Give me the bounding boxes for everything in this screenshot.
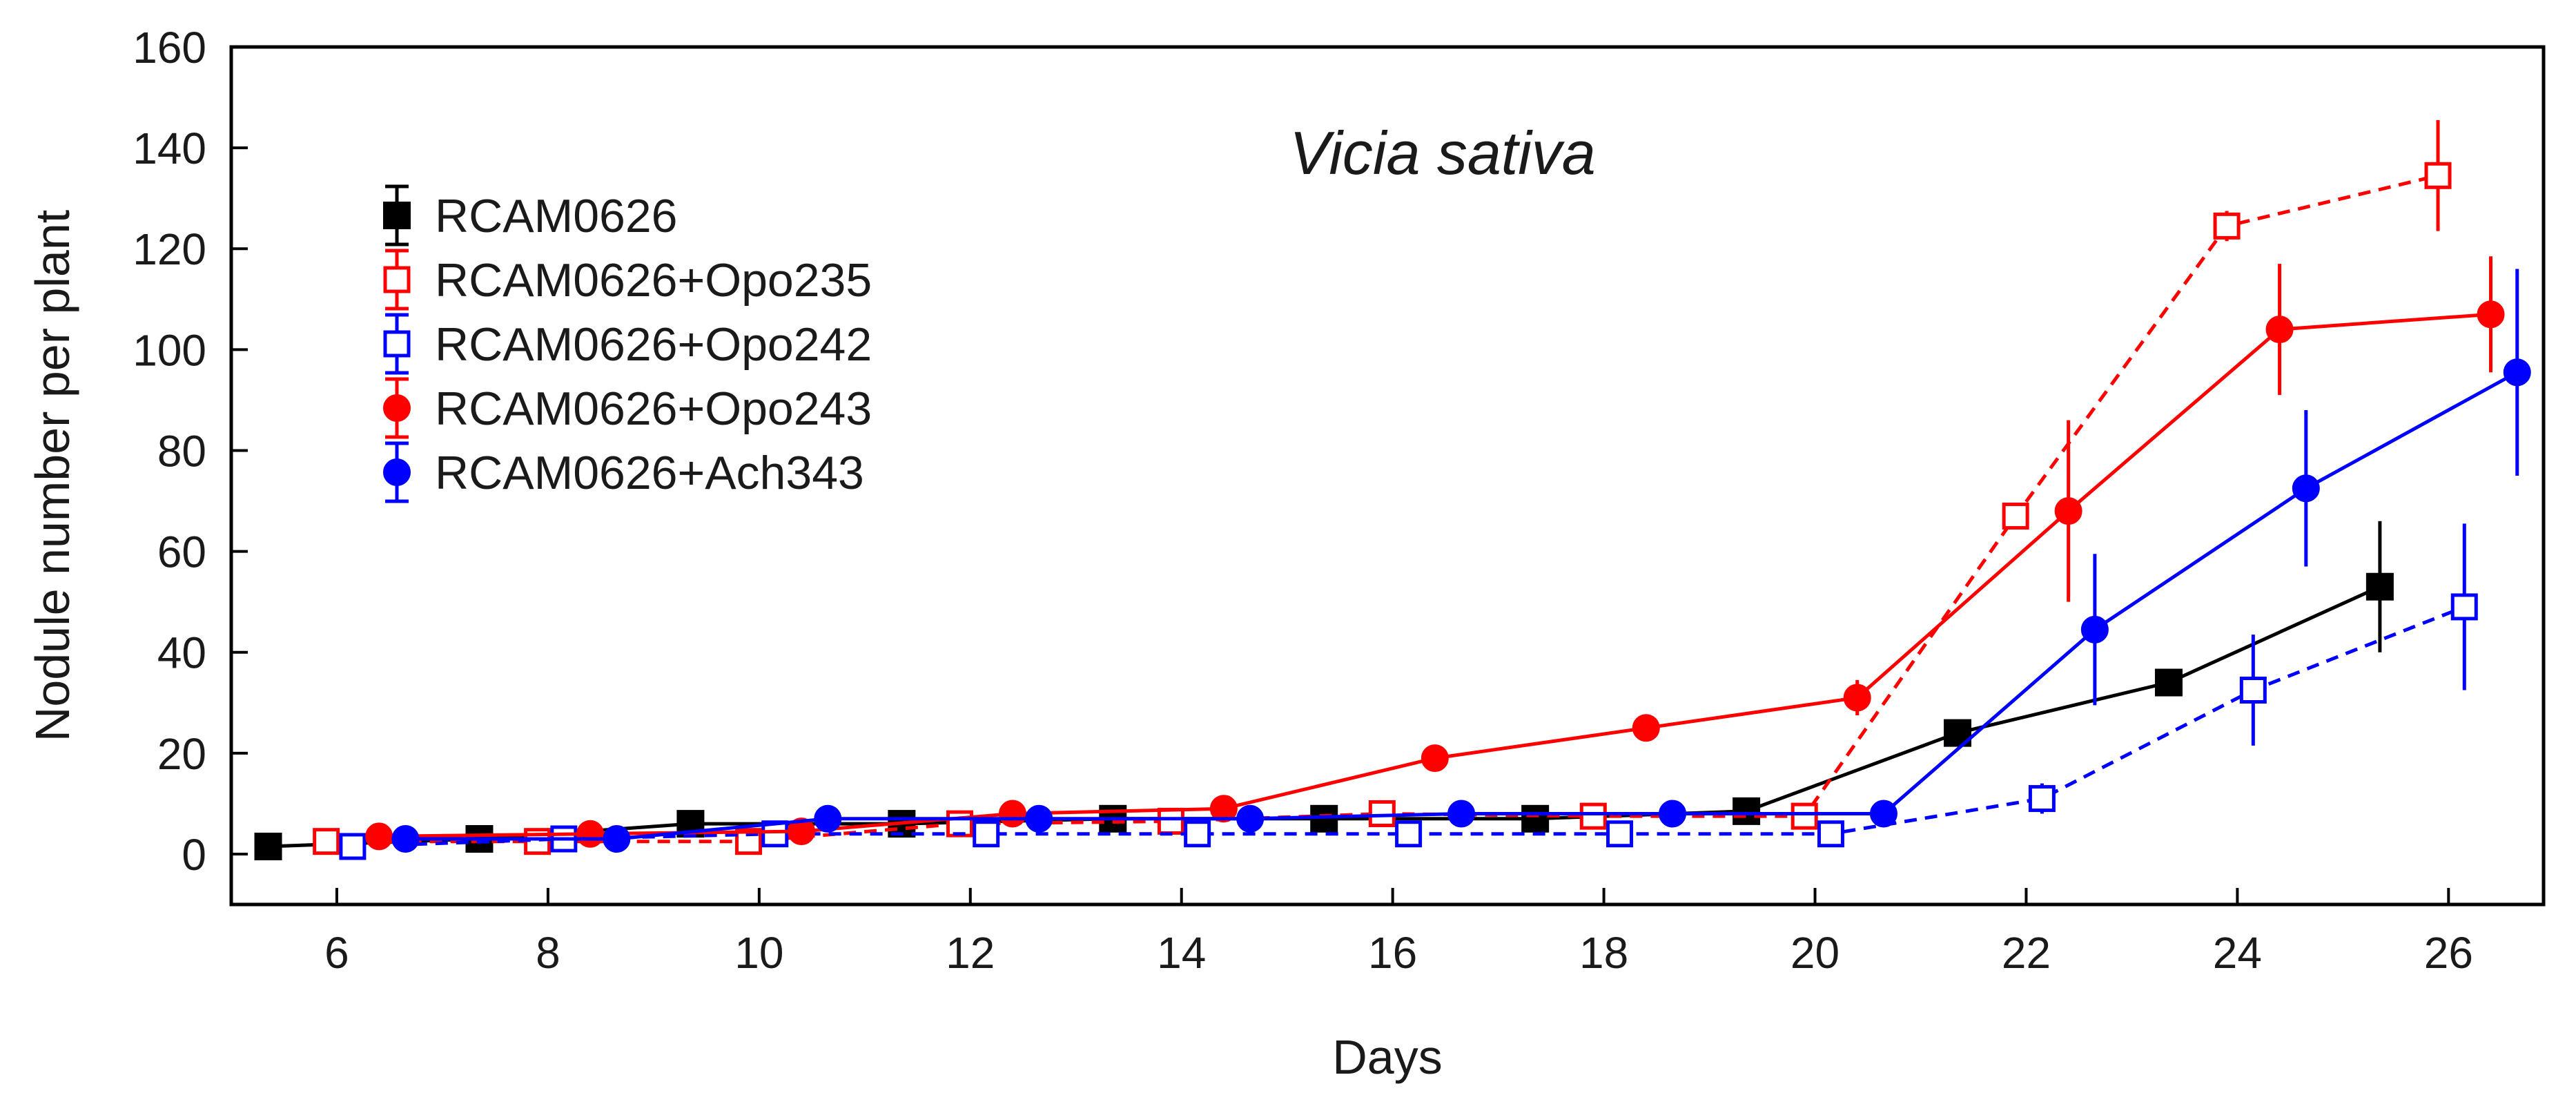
y-tick-label: 80 <box>157 426 206 476</box>
plot-frame <box>229 45 2546 907</box>
x-tick-label: 16 <box>1368 928 1417 978</box>
x-tick-label: 8 <box>536 928 560 978</box>
legend-item: RCAM0626+Opo242 <box>383 313 872 375</box>
legend-label: RCAM0626+Opo243 <box>435 383 872 435</box>
data-point <box>1521 804 1550 833</box>
x-tick-label: 24 <box>2213 928 2262 978</box>
series-3 <box>365 256 2505 851</box>
data-point <box>254 832 282 860</box>
data-point <box>1817 820 1844 848</box>
data-point <box>1659 800 1687 828</box>
data-point <box>1579 802 1607 830</box>
x-tick-label: 14 <box>1157 928 1206 978</box>
legend-label: RCAM0626+Ach343 <box>435 447 864 499</box>
y-tick-label: 60 <box>157 528 206 577</box>
data-point <box>1236 804 1265 833</box>
data-point <box>1733 797 1761 825</box>
y-tick-label: 100 <box>133 325 206 375</box>
series-layer <box>254 119 2531 860</box>
data-point <box>2054 497 2082 525</box>
data-point <box>1632 714 1660 742</box>
data-point <box>313 828 340 855</box>
data-point <box>2450 593 2478 621</box>
data-point <box>814 804 842 833</box>
data-point <box>391 825 420 853</box>
series-4 <box>391 269 2531 853</box>
legend-label: RCAM0626+Opo235 <box>435 254 872 307</box>
x-tick-label: 18 <box>1579 928 1628 978</box>
legend-marker <box>383 202 411 229</box>
ticks-layer: 6 8 10 12 14 16 18 20 22 24 26 0 20 40 60 80 100 120 140 16… <box>133 23 2473 978</box>
data-point <box>998 800 1026 828</box>
legend-item: RCAM0626+Opo235 <box>383 249 872 311</box>
data-point <box>788 817 816 846</box>
data-point <box>2292 474 2320 503</box>
x-tick-label: 20 <box>1790 928 1840 978</box>
data-point <box>2154 668 2183 697</box>
legend: RCAM0626 RCAM0626+Opo235 RCAM0626+Opo242 RC… <box>383 184 872 503</box>
series-line <box>352 605 2466 849</box>
x-tick-label: 6 <box>324 928 349 978</box>
y-tick-label: 20 <box>157 729 206 779</box>
data-point <box>1447 800 1476 828</box>
data-point <box>2503 358 2531 387</box>
series-1 <box>313 119 2452 855</box>
data-point <box>2080 615 2109 643</box>
data-point <box>1395 820 1423 848</box>
y-tick-label: 40 <box>157 628 206 678</box>
data-point <box>2239 677 2267 704</box>
data-point <box>946 810 973 838</box>
data-point <box>1790 802 1818 830</box>
legend-item: RCAM0626 <box>383 184 678 246</box>
data-point <box>1421 744 1449 773</box>
data-point <box>973 820 1000 848</box>
legend-item: RCAM0626+Opo243 <box>383 377 872 439</box>
x-tick-label: 22 <box>2002 928 2051 978</box>
legend-marker <box>383 266 411 293</box>
data-point <box>2213 212 2241 240</box>
data-point <box>2477 300 2505 329</box>
data-point <box>576 820 605 848</box>
legend-label: RCAM0626+Opo242 <box>435 318 872 371</box>
x-tick-label: 26 <box>2424 928 2473 978</box>
data-point <box>2028 785 2056 813</box>
data-point <box>1869 800 1897 828</box>
y-tick-label: 120 <box>133 224 206 274</box>
chart-title: Vicia sativa <box>1289 119 1595 187</box>
legend-marker <box>383 330 411 358</box>
y-tick-label: 0 <box>182 830 206 880</box>
y-tick-label: 160 <box>133 23 206 72</box>
data-point <box>2424 162 2452 189</box>
x-tick-label: 10 <box>734 928 783 978</box>
y-axis-title: Nodule number per plant <box>26 210 79 742</box>
data-point <box>2002 502 2029 530</box>
data-point <box>1209 795 1238 823</box>
data-point <box>1025 804 1053 833</box>
data-point <box>2265 316 2294 344</box>
data-point <box>1606 820 1634 848</box>
data-point <box>339 833 367 860</box>
x-tick-label: 12 <box>946 928 995 978</box>
data-point <box>1184 820 1211 848</box>
legend-label: RCAM0626 <box>435 190 678 242</box>
data-point <box>365 822 393 851</box>
data-point <box>603 825 631 853</box>
legend-item: RCAM0626+Ach343 <box>383 441 864 503</box>
data-point <box>2365 572 2394 601</box>
series-2 <box>339 523 2478 860</box>
data-point <box>1843 684 1871 712</box>
legend-marker <box>383 458 411 486</box>
y-tick-label: 140 <box>133 124 206 173</box>
data-point <box>1157 807 1184 835</box>
x-axis-title: Days <box>1332 1030 1442 1084</box>
legend-marker <box>383 394 411 422</box>
